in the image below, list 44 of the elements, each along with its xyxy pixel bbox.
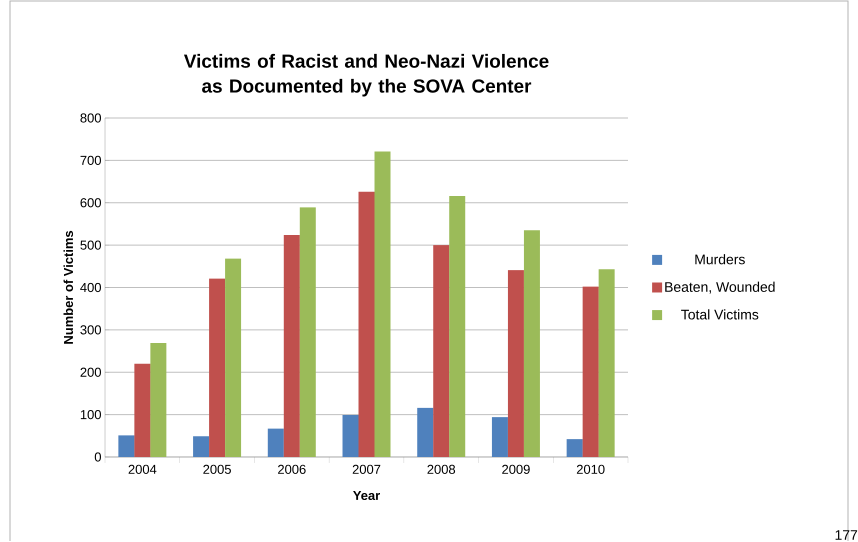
- x-axis-title: Year: [353, 491, 380, 500]
- x-tick-label: 2008: [427, 464, 456, 474]
- bar: [433, 245, 450, 457]
- y-axis-title: Number of Victims: [64, 230, 74, 344]
- bar: [225, 258, 242, 457]
- bar: [193, 436, 210, 457]
- bar: [449, 196, 466, 457]
- bar: [342, 415, 359, 457]
- x-tick-label: 2007: [352, 464, 380, 474]
- bar: [374, 151, 391, 457]
- bar: [417, 408, 434, 457]
- y-tick-label: 500: [80, 240, 101, 250]
- y-tick-label: 700: [80, 156, 101, 165]
- bar: [118, 435, 134, 457]
- y-tick-label: 400: [80, 282, 101, 292]
- bar: [492, 417, 508, 457]
- y-tick-label: 0: [94, 452, 101, 462]
- x-tick-label: 2009: [502, 464, 530, 474]
- chart-title: Victims of Racist and Neo-Nazi Violence as Documented by the SOVA Center: [184, 54, 549, 96]
- bar: [524, 230, 540, 457]
- x-tick-label: 2005: [203, 464, 231, 474]
- bar: [566, 439, 583, 457]
- legend-label: Beaten, Wounded: [665, 282, 775, 294]
- bar: [598, 269, 615, 457]
- bar: [582, 286, 599, 457]
- bar: [284, 234, 300, 457]
- bar: [300, 207, 316, 457]
- x-tick-label: 2010: [576, 464, 605, 474]
- y-tick-label: 600: [80, 198, 101, 208]
- legend-label: Total Victims: [681, 309, 758, 320]
- text: 177: [836, 530, 858, 540]
- bar: [358, 192, 375, 457]
- x-tick-label: 2004: [128, 464, 156, 474]
- bar: [134, 364, 150, 457]
- bar: [209, 278, 226, 457]
- bar: [268, 428, 284, 457]
- bar: [508, 270, 524, 457]
- y-tick-label: 300: [80, 325, 101, 334]
- legend-label: Murders: [695, 254, 745, 264]
- y-tick-label: 800: [80, 113, 101, 123]
- y-tick-label: 100: [80, 410, 101, 420]
- y-tick-label: 200: [80, 368, 101, 377]
- x-tick-label: 2006: [278, 464, 306, 474]
- bar: [150, 342, 166, 457]
